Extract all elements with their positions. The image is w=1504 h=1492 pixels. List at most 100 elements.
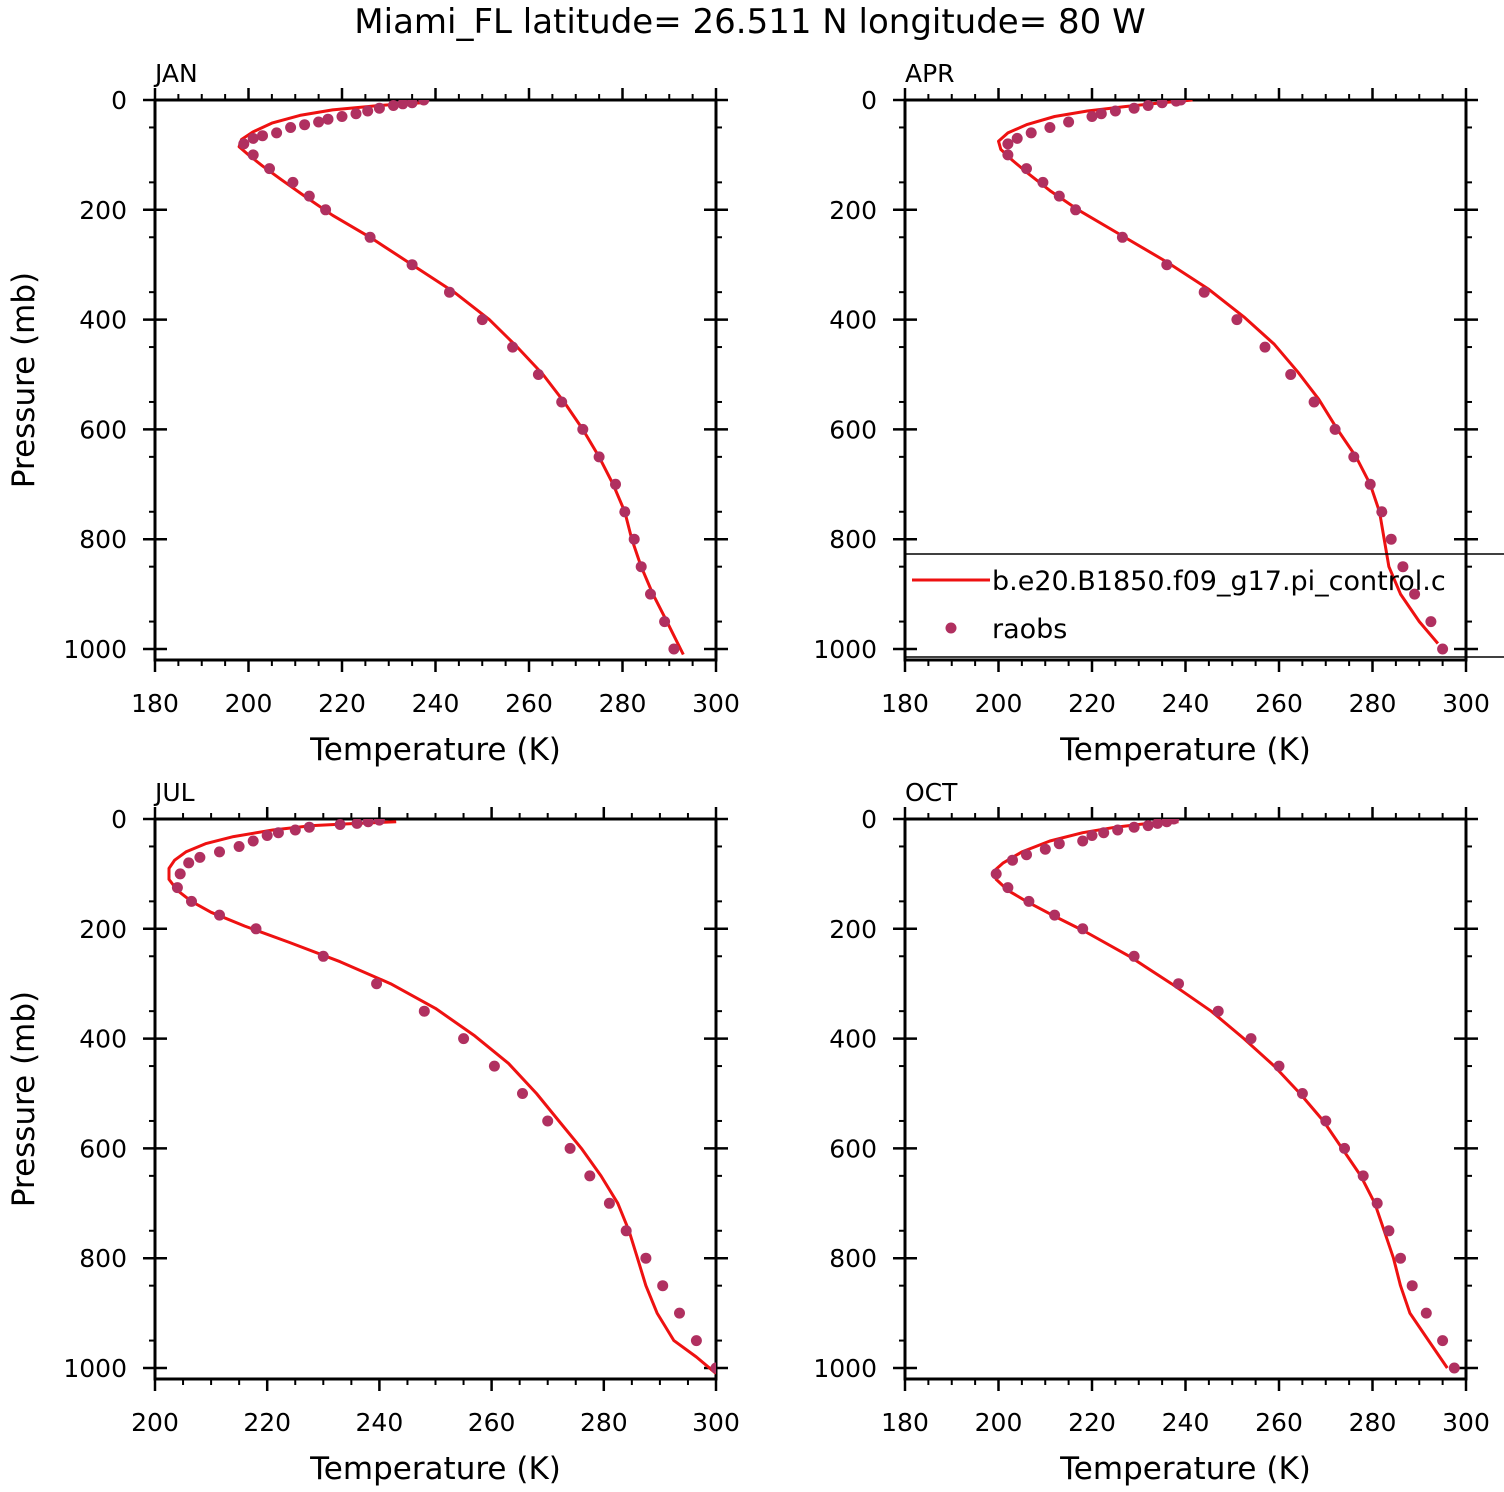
obs-point <box>1063 116 1075 128</box>
y-tick-label: 0 <box>111 805 127 834</box>
y-tick-label: 600 <box>829 1134 877 1163</box>
y-tick-label: 400 <box>829 306 877 335</box>
y-tick-label: 1000 <box>813 1354 877 1383</box>
obs-point <box>1039 843 1051 855</box>
x-axis-label: Temperature (K) <box>1059 732 1311 768</box>
y-tick-label: 800 <box>79 525 127 554</box>
obs-point <box>362 105 374 117</box>
chart-panel-jul: 200 220 240 260 280 300 0 200 400 600 800 1000 Tempe… <box>6 778 740 1487</box>
obs-point <box>264 163 275 175</box>
obs-point <box>397 100 409 110</box>
x-tick-label: 200 <box>975 689 1023 718</box>
obs-point <box>322 113 334 125</box>
obs-point <box>320 204 332 216</box>
obs-point <box>659 616 671 628</box>
obs-point <box>1021 849 1032 861</box>
x-tick-label: 200 <box>225 689 273 718</box>
x-tick-label: 300 <box>692 1408 740 1437</box>
obs-point <box>1116 231 1128 243</box>
obs-point <box>1357 1170 1369 1182</box>
obs-point <box>628 533 640 545</box>
obs-point <box>542 1115 554 1127</box>
obs-point <box>645 588 656 600</box>
obs-point <box>690 1335 702 1347</box>
obs-point <box>1098 827 1110 839</box>
obs-point <box>364 231 376 243</box>
obs-point <box>1259 341 1271 353</box>
obs-point <box>186 895 197 907</box>
x-tick-label: 180 <box>881 689 929 718</box>
obs-point <box>1128 821 1140 833</box>
plot-area <box>167 819 716 1375</box>
plot-frame <box>903 817 1468 1381</box>
obs-point <box>1231 314 1243 326</box>
obs-point <box>1128 102 1140 114</box>
y-tick-label: 0 <box>861 86 877 115</box>
obs-point <box>990 868 1002 880</box>
y-tick-label: 600 <box>79 1134 127 1163</box>
obs-point <box>1086 111 1098 122</box>
obs-point <box>334 819 346 830</box>
obs-point <box>1112 824 1124 836</box>
chart-panel-jan: 180 200 220 240 260 280 300 0 200 400 600 800 1000 Te… <box>6 59 740 768</box>
obs-point <box>1002 149 1014 161</box>
obs-point <box>1371 1197 1383 1209</box>
obs-point <box>1376 506 1388 518</box>
obs-point <box>250 923 262 935</box>
obs-point <box>247 132 259 144</box>
figure-title: Miami_FL latitude= 26.511 N longitude= 8… <box>354 2 1145 42</box>
obs-point <box>1397 561 1409 573</box>
plot-frame <box>153 98 718 662</box>
x-axis-label: Temperature (K) <box>309 1451 561 1487</box>
obs-point <box>556 396 568 408</box>
obs-point <box>674 1307 685 1319</box>
x-tick-label: 240 <box>1162 689 1210 718</box>
obs-point <box>1364 478 1376 490</box>
obs-point <box>1170 100 1182 107</box>
obs-point <box>406 259 418 271</box>
obs-point <box>1383 1225 1395 1237</box>
obs-point <box>619 506 631 518</box>
obs-point <box>1025 127 1037 139</box>
model-line <box>237 101 685 656</box>
obs-point <box>418 100 430 106</box>
obs-point <box>1161 259 1173 271</box>
obs-point <box>1285 369 1297 380</box>
obs-point <box>371 978 383 990</box>
chart-panel-oct: 180 200 220 240 260 280 300 0 200 400 600 800 1000 Te… <box>813 778 1489 1487</box>
obs-point <box>289 824 301 836</box>
y-tick-label: 1000 <box>813 635 877 664</box>
panel-label: APR <box>905 59 955 88</box>
obs-point <box>214 846 225 858</box>
x-tick-label: 300 <box>1442 689 1490 718</box>
obs-point <box>1037 176 1049 188</box>
obs-point <box>1156 100 1168 109</box>
obs-point <box>1161 819 1173 828</box>
x-tick-label: 220 <box>243 1408 291 1437</box>
obs-point <box>287 176 299 188</box>
obs-point <box>1245 1033 1257 1045</box>
x-tick-label: 200 <box>975 1408 1023 1437</box>
obs-point <box>1339 1142 1350 1154</box>
obs-point <box>247 835 259 847</box>
x-tick-label: 240 <box>356 1408 404 1437</box>
legend-entry-raobs: raobs <box>992 614 1067 645</box>
obs-point <box>1070 204 1082 216</box>
obs-point <box>1049 909 1061 921</box>
obs-point <box>564 1142 576 1154</box>
obs-point <box>1437 1335 1449 1347</box>
obs-point <box>1406 1280 1418 1292</box>
obs-point <box>1296 1088 1308 1099</box>
plot-frame <box>153 817 718 1381</box>
obs-point <box>303 821 315 833</box>
x-axis-label: Temperature (K) <box>309 732 561 768</box>
obs-point <box>303 190 315 202</box>
obs-point <box>488 1060 500 1072</box>
obs-point <box>1198 286 1210 298</box>
obs-point <box>1320 1115 1332 1127</box>
obs-point <box>1142 820 1154 832</box>
y-tick-label: 600 <box>829 415 877 444</box>
x-tick-label: 300 <box>1442 1408 1490 1437</box>
obs-point <box>351 819 363 829</box>
